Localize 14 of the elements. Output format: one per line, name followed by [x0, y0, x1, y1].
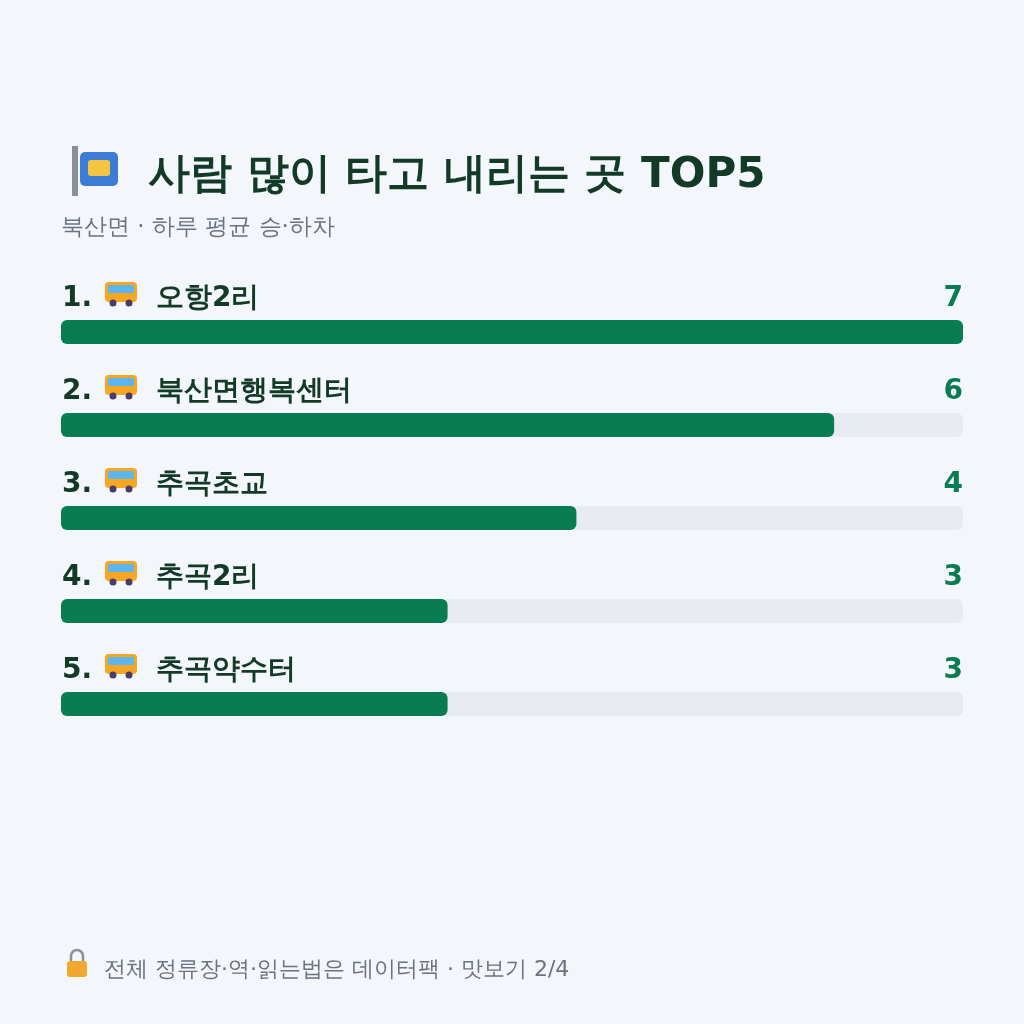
chart-subtitle: 북산면 · 하루 평균 승·하차: [61, 213, 335, 239]
text: 전체 정류장·역·읽는법은 데이터팩 · 맛보기 2/4: [104, 956, 570, 981]
data-label: 6: [943, 373, 963, 406]
category-label: 2. 북산면행복센터: [62, 373, 352, 406]
chart-title: 사람 많이 타고 내리는 곳 TOP5: [148, 148, 766, 197]
data-label: 3: [943, 652, 963, 685]
data-label: 3: [943, 559, 963, 592]
category-label: 3. 추곡초교: [62, 466, 268, 499]
data-label: 4: [943, 466, 963, 499]
category-label: 4. 추곡2리: [62, 559, 260, 592]
category-label: 1. 오항2리: [62, 280, 260, 313]
bar: [61, 320, 963, 344]
category-label: 5. 추곡약수터: [62, 652, 296, 685]
data-label: 7: [943, 280, 963, 313]
